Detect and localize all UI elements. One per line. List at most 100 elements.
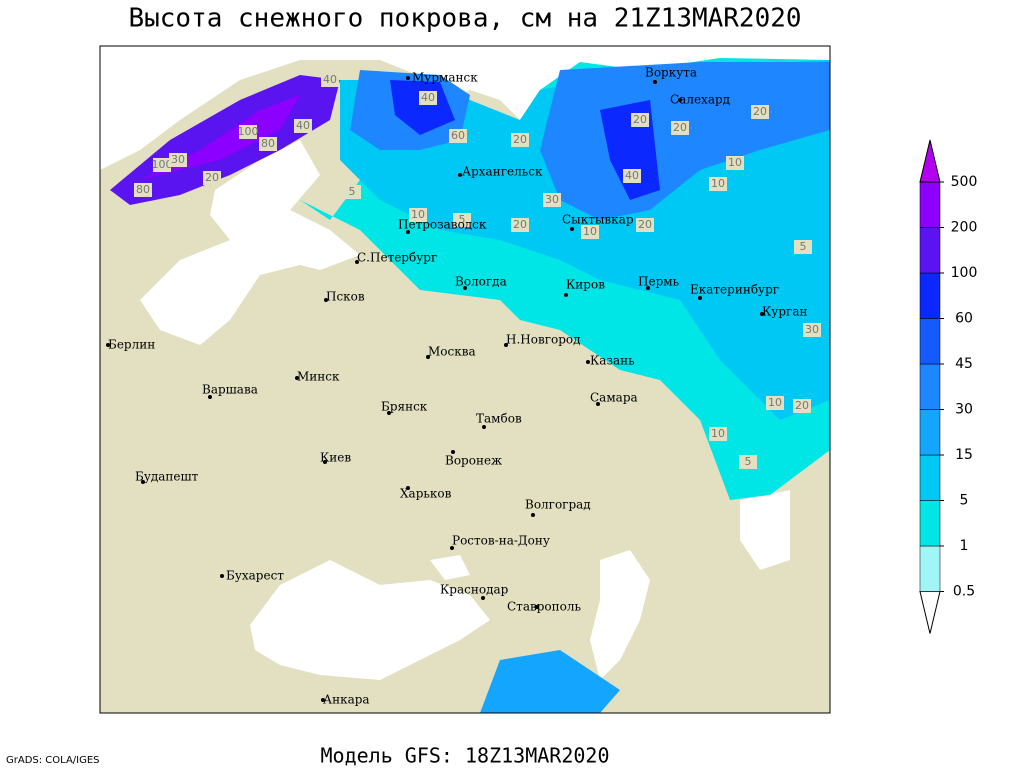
city-dot (323, 460, 327, 464)
city-label: Екатеринбург (690, 283, 779, 297)
city-dot (463, 286, 467, 290)
contour-label: 10 (583, 225, 597, 238)
contour-label-bg (636, 218, 654, 232)
contour-label: 20 (633, 113, 647, 126)
city-label: Анкара (323, 693, 370, 707)
contour-label-bg (259, 137, 277, 151)
city-label: Воркута (645, 66, 697, 80)
city-label: Мурманск (412, 71, 478, 85)
city-dot (450, 546, 454, 550)
colorbar-label: 45 (955, 356, 973, 372)
city-dot (596, 402, 600, 406)
city-label: Н.Новгород (506, 333, 581, 347)
title: Высота снежного покрова, см на 21Z13MAR2… (128, 4, 801, 34)
contour-label-bg (671, 121, 689, 135)
contour-label-bg (321, 73, 339, 87)
city-dot (141, 480, 145, 484)
city-dot (406, 76, 410, 80)
contour-label: 30 (171, 153, 185, 166)
contour-label: 5 (745, 455, 752, 468)
city-dot (504, 343, 508, 347)
colorbar-label: 500 (951, 174, 978, 190)
colorbar-label: 100 (951, 265, 978, 281)
colorbar-label: 30 (955, 402, 973, 418)
contour-label-bg (343, 185, 361, 199)
colorbar-label: 15 (955, 447, 973, 463)
colorbar-segment (919, 272, 941, 319)
contour-label: 40 (296, 119, 310, 132)
city-label: Салехард (670, 93, 730, 107)
contour-label-bg (794, 240, 812, 254)
contour-label-bg (294, 119, 312, 133)
contour-label: 5 (349, 185, 356, 198)
contour-label-bg (169, 153, 187, 167)
city-label: Псков (326, 290, 365, 304)
city-dot (208, 395, 212, 399)
colorbar-segment (919, 545, 941, 592)
city-dot (321, 698, 325, 702)
colorbar-upper-arrow (919, 139, 941, 183)
contour-label-bg (709, 427, 727, 441)
city-label: Краснодар (440, 583, 509, 597)
contour-label-bg (239, 125, 257, 139)
city-label: Петрозаводск (398, 218, 487, 232)
city-dot (531, 513, 535, 517)
colorbar-label: 5 (960, 493, 969, 509)
city-dot (458, 173, 462, 177)
city-dot (535, 605, 539, 609)
contour-label-bg (511, 218, 529, 232)
colorbar-segment (919, 409, 941, 456)
contour-label: 100 (238, 125, 259, 138)
contour-label-bg (751, 105, 769, 119)
contour-label: 20 (753, 105, 767, 118)
contour-label: 5 (800, 240, 807, 253)
contour-label-bg (453, 213, 471, 227)
colorbar-segment (919, 363, 941, 410)
contour-label-bg (419, 91, 437, 105)
city-label: Киев (320, 451, 351, 465)
city-label: Волгоград (525, 498, 591, 512)
contour-label: 5 (459, 213, 466, 226)
city-dot (570, 227, 574, 231)
colorbar-label: 60 (955, 311, 973, 327)
contour-label: 20 (513, 133, 527, 146)
city-label: Минск (297, 370, 340, 384)
city-label: С.Петербург (357, 251, 437, 265)
city-label: Пермь (638, 275, 680, 289)
city-dot (698, 296, 702, 300)
city-label: Сыктывкар (562, 213, 634, 227)
city-label: Самара (590, 391, 638, 405)
contour-label-bg (581, 225, 599, 239)
contour-label: 10 (728, 156, 742, 169)
contour-label: 40 (421, 91, 435, 104)
city-dot (106, 343, 110, 347)
contour-label-bg (623, 169, 641, 183)
city-dot (451, 450, 455, 454)
city-label: Будапешт (135, 470, 199, 484)
contour-label-bg (739, 455, 757, 469)
city-dot (653, 80, 657, 84)
city-dot (295, 376, 299, 380)
city-label: Харьков (400, 487, 452, 501)
contour-label: 80 (136, 183, 150, 196)
city-label: Берлин (108, 338, 155, 352)
city-dot (406, 486, 410, 490)
colorbar-label: 1 (960, 538, 969, 554)
city-dot (355, 260, 359, 264)
city-label: Варшава (202, 383, 258, 397)
baltic-sea (140, 140, 360, 345)
city-dot (220, 574, 224, 578)
city-dot (482, 425, 486, 429)
arctic-sea (100, 46, 830, 170)
contour-label: 20 (673, 121, 687, 134)
contour-label: 20 (513, 218, 527, 231)
contour-label: 60 (451, 129, 465, 142)
city-label: Тамбов (476, 412, 522, 426)
colorbar-segment (919, 318, 941, 365)
contour-label-bg (726, 156, 744, 170)
contour-label: 40 (323, 73, 337, 86)
contour-label-bg (803, 323, 821, 337)
map-frame (99, 45, 831, 714)
